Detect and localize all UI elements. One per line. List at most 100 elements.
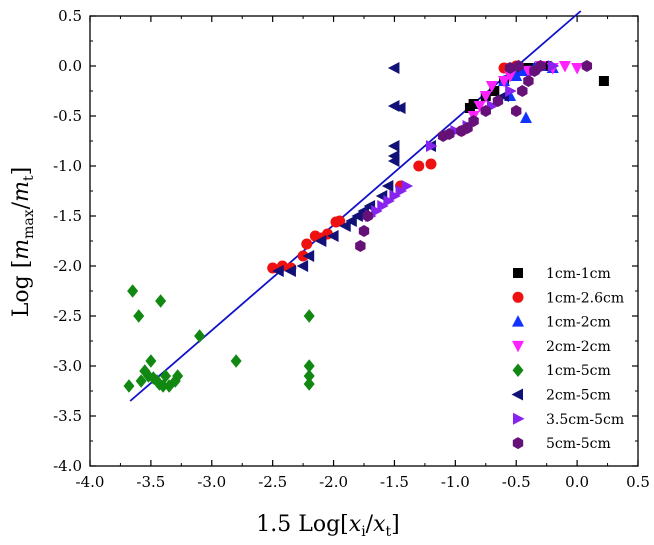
y-tick-label: -1.0 bbox=[53, 157, 82, 175]
data-point bbox=[358, 225, 370, 237]
data-point bbox=[160, 369, 172, 383]
data-point bbox=[314, 235, 327, 247]
data-point bbox=[394, 102, 406, 114]
data-point bbox=[505, 85, 517, 97]
legend-label: 1cm-1cm bbox=[546, 266, 611, 282]
data-point bbox=[303, 359, 315, 373]
data-point bbox=[517, 85, 528, 97]
y-tick-label: -2.5 bbox=[53, 307, 82, 325]
data-point bbox=[387, 62, 400, 74]
data-point bbox=[355, 240, 366, 252]
legend-label: 2cm-2cm bbox=[546, 339, 611, 355]
data-point bbox=[362, 210, 373, 222]
data-point bbox=[351, 210, 363, 222]
data-point bbox=[492, 95, 504, 107]
x-axis-label: 1.5 Log[xi/xt] bbox=[256, 512, 400, 540]
data-point bbox=[504, 71, 517, 83]
data-point bbox=[523, 75, 534, 87]
data-point bbox=[479, 91, 492, 103]
legend-label: 1cm-2.6cm bbox=[546, 290, 624, 306]
y-tick-label: -2.0 bbox=[53, 257, 82, 275]
data-point bbox=[485, 81, 498, 93]
data-point bbox=[230, 354, 242, 368]
data-point bbox=[334, 215, 346, 227]
axes: -4.0 -3.5 -3.0 -2.5 -2.0 -1.5 -1.0 -0.5 0.0 0.5 0.… bbox=[53, 7, 650, 491]
data-point bbox=[462, 122, 473, 134]
y-tick-label: -3.5 bbox=[53, 407, 82, 425]
series-5cm-5cm bbox=[355, 60, 593, 252]
y-tick-label: -0.5 bbox=[53, 107, 82, 125]
x-tick-label: 0.5 bbox=[626, 473, 650, 491]
data-point bbox=[535, 60, 546, 72]
data-point bbox=[558, 61, 571, 73]
data-point bbox=[327, 230, 339, 242]
x-tick-label: -2.5 bbox=[258, 473, 287, 491]
data-point bbox=[510, 69, 523, 81]
legend-marker bbox=[513, 268, 523, 278]
data-point bbox=[339, 220, 351, 232]
x-tick-label: -4.0 bbox=[76, 473, 105, 491]
data-point bbox=[303, 309, 315, 323]
data-point bbox=[489, 86, 500, 96]
x-tick-label: -3.0 bbox=[197, 473, 226, 491]
data-point bbox=[272, 265, 284, 277]
data-point bbox=[387, 155, 400, 167]
x-tick-label: -2.0 bbox=[319, 473, 348, 491]
data-point bbox=[444, 128, 455, 140]
data-point bbox=[425, 158, 437, 170]
data-point bbox=[571, 63, 584, 75]
legend-marker bbox=[512, 437, 524, 450]
data-point bbox=[513, 60, 524, 72]
data-point bbox=[381, 180, 394, 192]
legend-label: 1cm-2cm bbox=[546, 315, 611, 331]
y-tick-label: -3.0 bbox=[53, 357, 82, 375]
data-point bbox=[581, 60, 593, 72]
data-point bbox=[145, 354, 157, 368]
data-point bbox=[383, 195, 395, 207]
data-point bbox=[519, 111, 532, 123]
data-point bbox=[504, 62, 516, 74]
x-tick-label: -1.0 bbox=[441, 473, 470, 491]
data-point bbox=[468, 115, 479, 127]
x-tick-label: 0.0 bbox=[565, 473, 589, 491]
y-tick-label: -4.0 bbox=[53, 457, 82, 475]
data-point bbox=[413, 160, 425, 172]
data-point bbox=[155, 294, 167, 308]
data-point bbox=[389, 190, 401, 202]
data-point bbox=[598, 76, 609, 86]
x-tick-label: -1.5 bbox=[380, 473, 409, 491]
legend-label: 3.5cm-5cm bbox=[546, 412, 624, 428]
data-point bbox=[541, 61, 552, 71]
legend-marker bbox=[512, 363, 524, 377]
data-point bbox=[473, 101, 486, 113]
y-tick-label: 0.0 bbox=[58, 57, 82, 75]
legend-label: 5cm-5cm bbox=[546, 436, 611, 452]
data-point bbox=[127, 284, 139, 298]
legend-label: 2cm-5cm bbox=[546, 388, 611, 404]
data-point bbox=[172, 369, 184, 383]
data-point bbox=[480, 105, 491, 117]
data-point bbox=[135, 374, 147, 388]
data-point bbox=[511, 105, 522, 117]
x-tick-label: -0.5 bbox=[502, 473, 531, 491]
data-point bbox=[133, 309, 145, 323]
data-point bbox=[157, 379, 169, 393]
legend-label: 1cm-5cm bbox=[546, 363, 611, 379]
data-point bbox=[303, 369, 315, 383]
legend: 1cm-1cm 1cm-2.6cm 1cm-2cm 2cm-2cm 1cm-5cm 2cm… bbox=[511, 266, 624, 452]
data-points-layer bbox=[123, 59, 609, 393]
legend-marker bbox=[511, 388, 523, 401]
data-point bbox=[284, 265, 296, 277]
data-point bbox=[345, 215, 357, 227]
data-point bbox=[371, 205, 383, 217]
legend-marker bbox=[512, 315, 524, 327]
data-point bbox=[395, 185, 408, 197]
data-point bbox=[296, 260, 309, 272]
legend-marker bbox=[512, 340, 524, 353]
data-point bbox=[425, 140, 438, 152]
data-point bbox=[547, 60, 560, 72]
data-point bbox=[387, 100, 400, 112]
series-1cm-5cm bbox=[123, 284, 315, 393]
data-point bbox=[301, 238, 313, 250]
